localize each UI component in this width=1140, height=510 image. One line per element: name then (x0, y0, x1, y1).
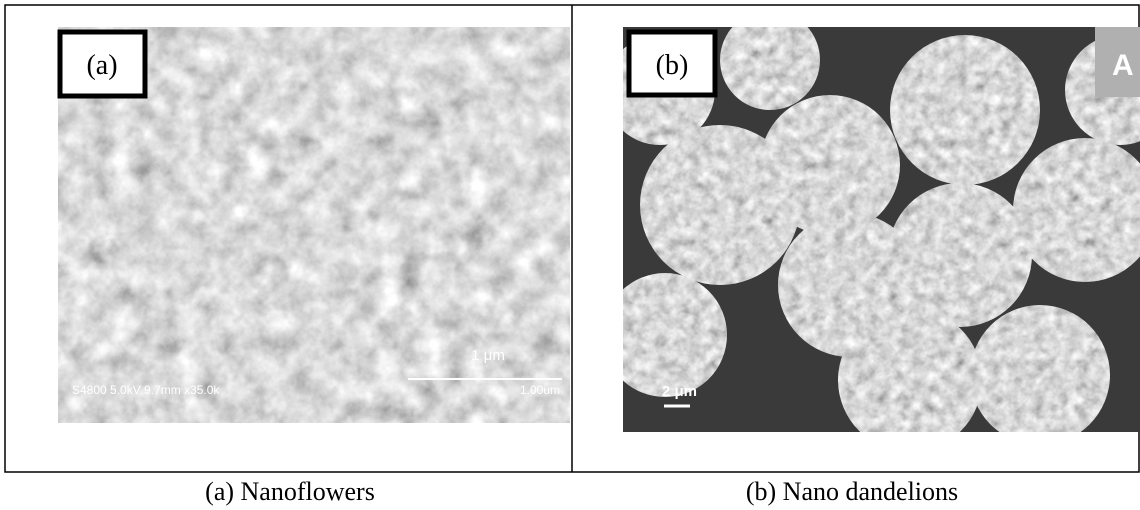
panel-label: (a) (86, 50, 117, 81)
scale-label: 2 μm (662, 383, 697, 400)
panel-label: (b) (656, 50, 689, 81)
caption: (a) Nanoflowers (205, 477, 375, 506)
scale-label: 1 μm (471, 347, 505, 364)
corner-text: A (1112, 49, 1134, 82)
figure: 1 μm S4800 5.0kV 9.7mm x35.0k 1.00um (a)… (0, 0, 1140, 510)
caption: (b) Nano dandelions (746, 477, 958, 506)
page: 1 μm S4800 5.0kV 9.7mm x35.0k 1.00um (a)… (0, 0, 1140, 510)
scale-text: 1.00um (520, 383, 560, 397)
sem-info: S4800 5.0kV 9.7mm x35.0k (72, 383, 220, 397)
